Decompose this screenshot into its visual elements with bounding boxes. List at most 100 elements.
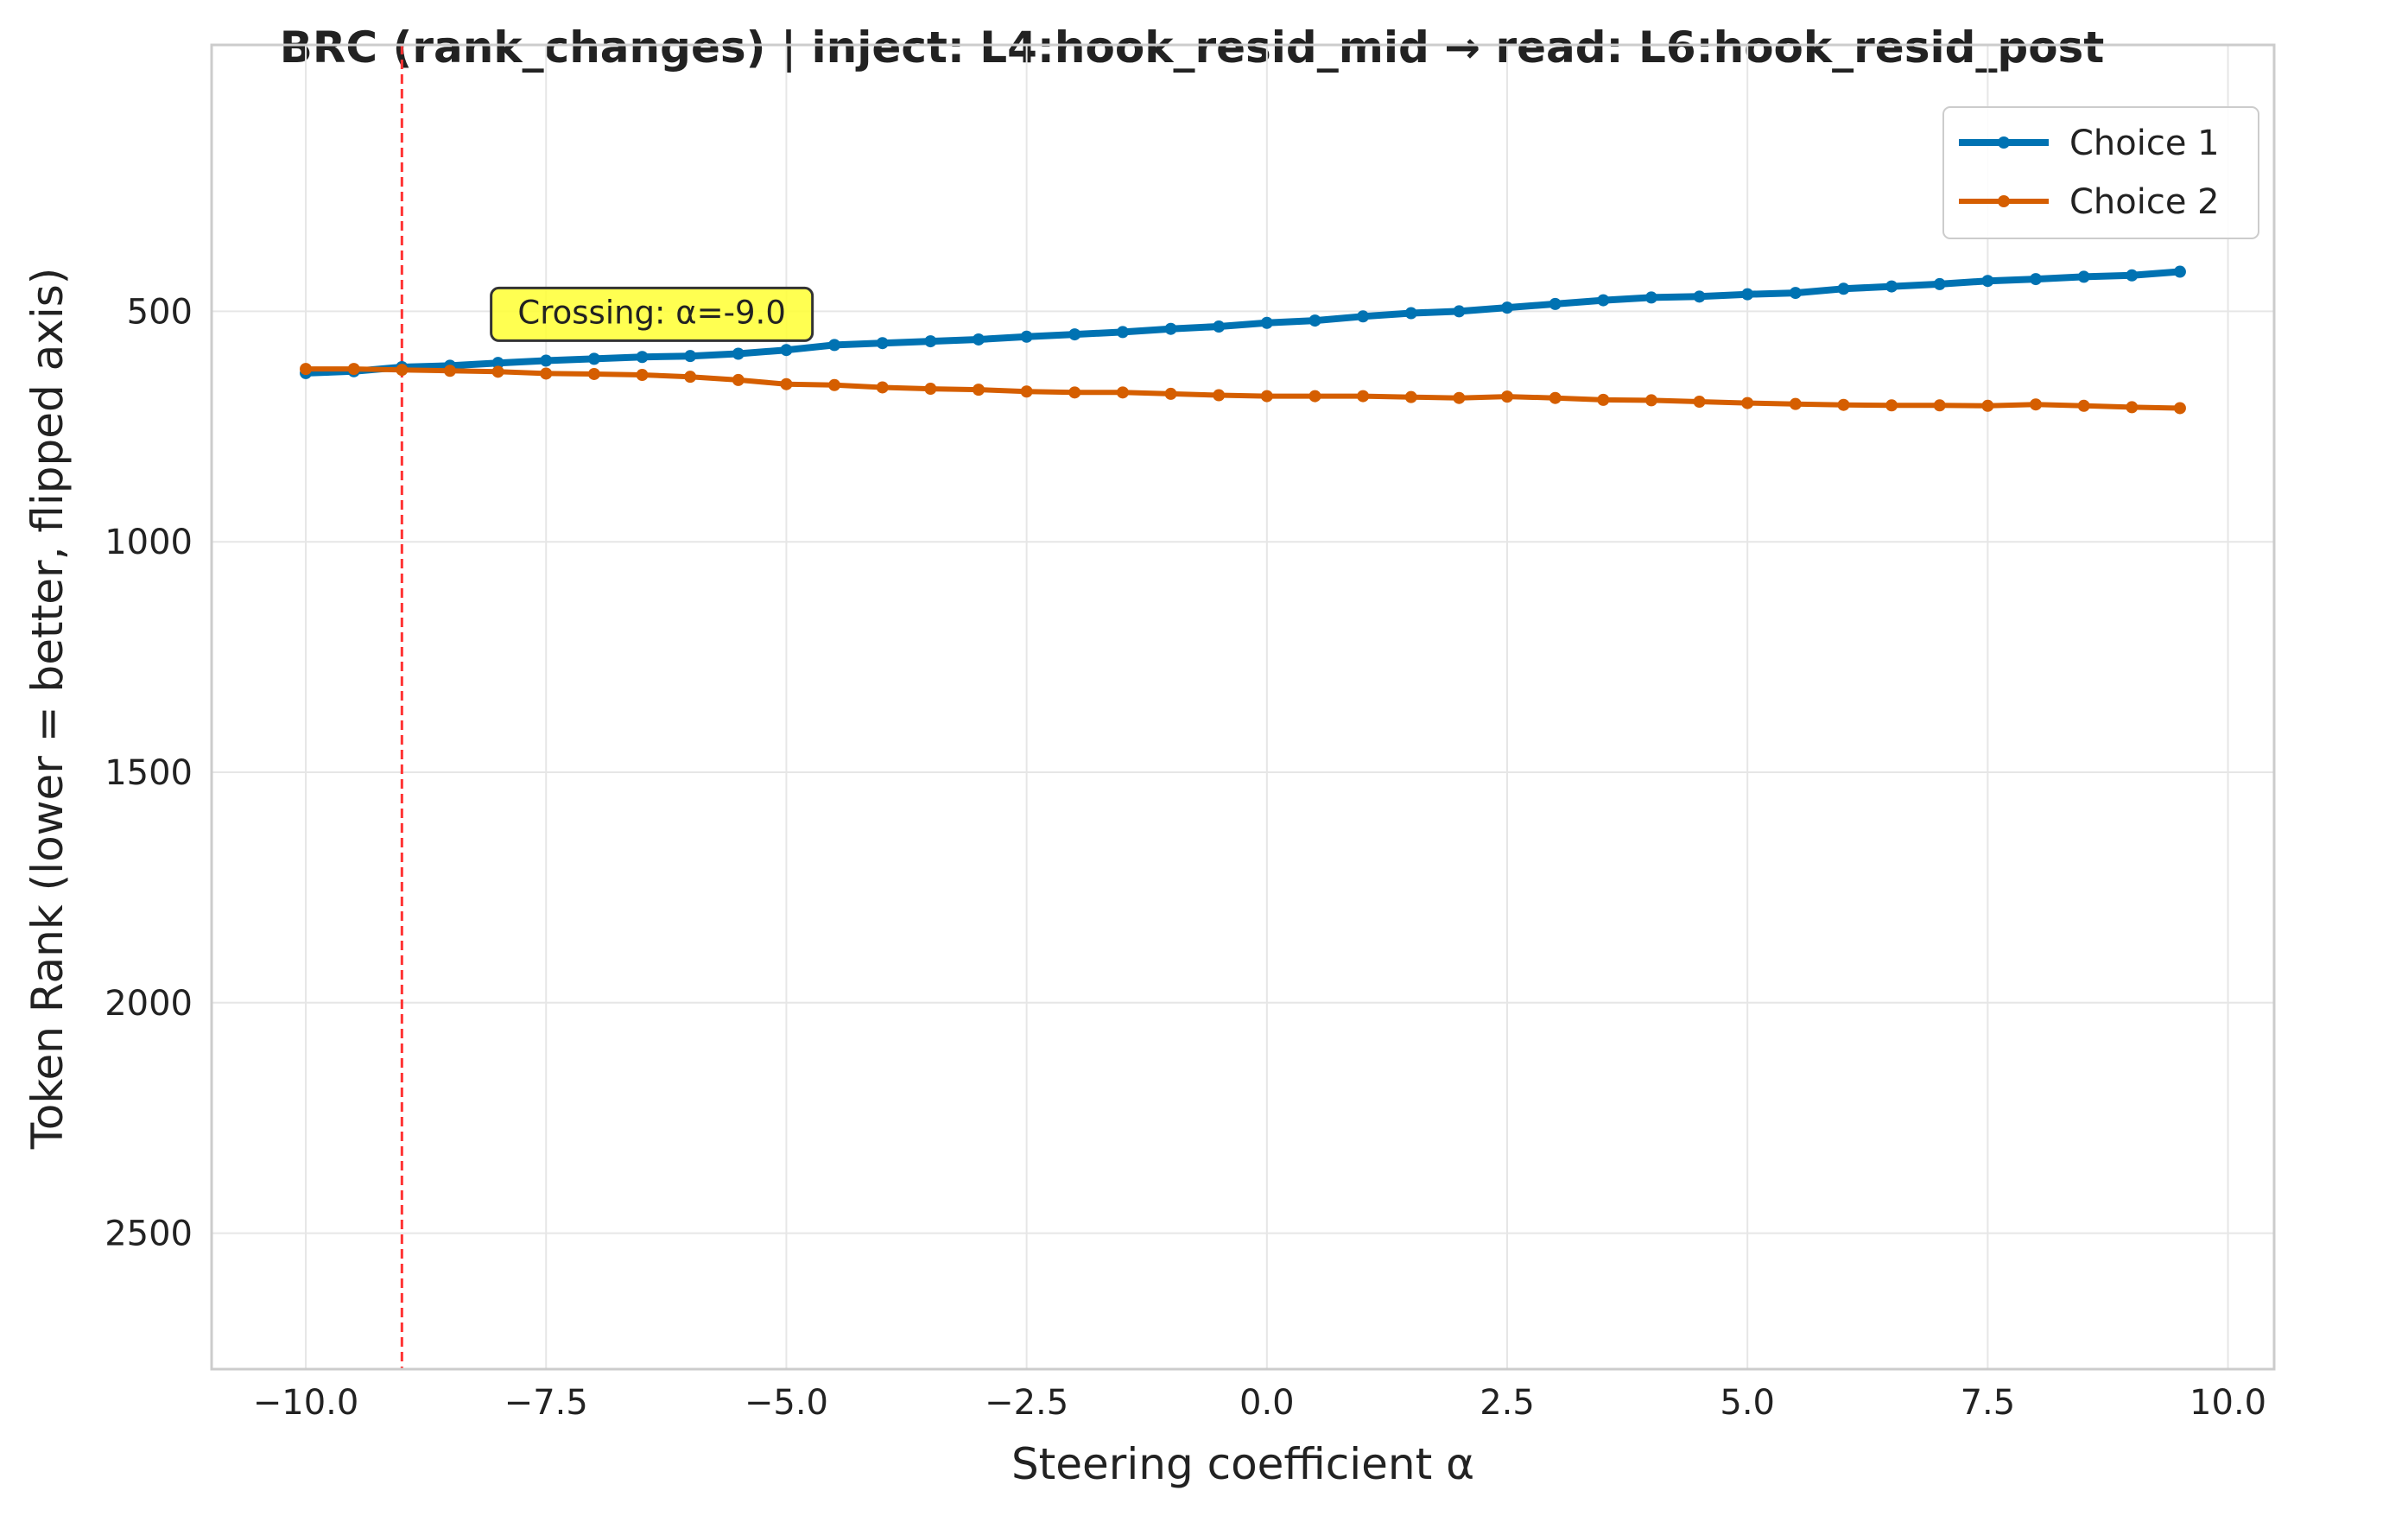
data-point [1933,399,1946,412]
data-point [1644,394,1657,407]
data-point [1644,291,1657,304]
x-tick-label: 0.0 [1239,1383,1295,1423]
data-point [1309,314,1321,327]
data-point [1693,290,1706,303]
data-point [1213,320,1226,333]
data-point [1933,277,1946,290]
data-point [1357,310,1370,323]
series-1 [300,265,2186,379]
grid [212,45,2274,1369]
data-point [1741,396,1754,409]
data-point [732,347,745,360]
data-point [636,351,649,364]
y-tick-label: 2500 [105,1215,193,1254]
data-point [1068,328,1081,341]
data-point [1501,301,1514,314]
data-point [540,367,553,380]
legend-label: Choice 2 [2069,182,2220,222]
data-point [876,381,889,394]
data-point [1164,322,1177,335]
data-point [587,367,600,380]
data-point [1020,385,1033,398]
data-point [1597,393,1610,406]
data-point [972,384,985,396]
data-point [491,357,504,370]
data-point [1549,297,1562,310]
data-point [1885,280,1898,293]
x-tick-label: 10.0 [2189,1383,2266,1423]
data-point [1020,330,1033,343]
data-point [1213,389,1226,402]
data-point [396,364,409,377]
crossing-label-box [490,286,814,342]
data-point [1501,390,1514,403]
data-point [2030,398,2043,411]
data-point [1549,391,1562,404]
x-tick-label: −2.5 [985,1383,1068,1423]
x-tick-label: 5.0 [1720,1383,1775,1423]
data-point [1453,305,1466,318]
data-point [2126,401,2139,414]
data-point [540,354,553,367]
x-axis-ticks: −10.0 −7.5 −5.0 −2.5 0.0 2.5 5.0 7.5 10.0 [253,1383,2266,1423]
crossing-label: Crossing: α=-9.0 [517,294,785,331]
data-point [1116,326,1129,339]
data-point [684,350,697,363]
data-point [924,383,937,396]
data-point [347,363,360,376]
y-tick-label: 2000 [105,984,193,1024]
data-point [1693,395,1706,408]
data-point [1789,287,1802,300]
data-point [587,352,600,365]
x-tick-label: 2.5 [1480,1383,1535,1423]
data-point [1741,288,1754,301]
data-point [2173,402,2186,415]
data-point [828,378,841,391]
y-tick-label: 1000 [105,523,193,562]
crossing-annotation: Crossing: α=-9.0 [490,286,814,342]
data-point [300,363,313,376]
data-point [1357,390,1370,403]
data-point [1837,282,1850,295]
y-axis-label: Token Rank (lower = better, flipped axis… [22,268,73,1151]
legend: Choice 1 Choice 2 [1942,106,2259,239]
data-point [1981,275,1994,288]
data-point [2077,270,2090,283]
data-point [2077,399,2090,412]
data-point [1116,386,1129,399]
data-point [1885,399,1898,412]
legend-label: Choice 1 [2069,124,2220,163]
data-point [780,377,793,390]
data-point [732,373,745,386]
data-point [1404,390,1417,403]
data-point [1068,386,1081,399]
x-axis-label: Steering coefficient α [1011,1439,1474,1489]
series-line [302,268,2183,377]
data-point [443,365,456,377]
data-point [2030,273,2043,286]
series-layer [300,265,2186,415]
series-2 [300,363,2186,415]
y-tick-label: 500 [127,292,193,332]
data-point [1981,399,1994,412]
data-point [1789,397,1802,410]
data-point [2173,265,2186,278]
data-point [1309,390,1321,403]
x-tick-label: 7.5 [1961,1383,2016,1423]
data-point [924,335,937,348]
data-point [1260,390,1273,403]
data-point [1837,398,1850,411]
data-point [780,344,793,357]
data-point [876,337,889,350]
data-point [1597,294,1610,307]
data-point [828,339,841,352]
data-point [684,371,697,384]
chart-title: BRC (rank_changes) | inject: L4:hook_res… [280,22,2104,73]
y-tick-label: 1500 [105,753,193,793]
legend-marker [1998,195,2010,207]
data-point [1164,387,1177,400]
plot-frame [210,43,2276,1371]
series-line [303,366,2183,411]
data-point [1260,316,1273,329]
